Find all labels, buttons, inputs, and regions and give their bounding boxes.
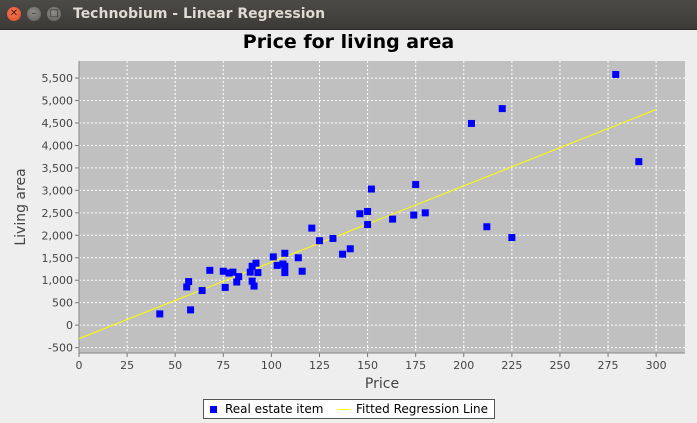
- y-tick-label: 3,000: [42, 184, 74, 197]
- y-tick-label: 1,000: [42, 274, 74, 287]
- y-tick-label: 500: [52, 297, 73, 310]
- legend: Real estate item Fitted Regression Line: [203, 399, 495, 419]
- data-point: [185, 278, 193, 286]
- data-point: [246, 268, 254, 276]
- x-tick-label: 275: [598, 359, 619, 372]
- y-tick-label: 2,500: [42, 207, 74, 220]
- x-tick-label: 100: [261, 359, 282, 372]
- data-point: [219, 267, 227, 275]
- data-point: [364, 221, 372, 229]
- data-point: [183, 283, 191, 291]
- x-tick-label: 175: [405, 359, 426, 372]
- data-point: [498, 105, 506, 113]
- data-point: [187, 306, 195, 314]
- y-tick-label: 4,500: [42, 117, 74, 130]
- data-point: [412, 181, 420, 189]
- y-tick-label: 4,000: [42, 139, 74, 152]
- data-point: [356, 210, 364, 218]
- data-point: [198, 287, 206, 295]
- data-point: [367, 185, 375, 193]
- data-point: [298, 267, 306, 275]
- y-axis-ticks: -500 0 500 1,000 1,500 2,000 2,500 3,000 3,500 4,…: [42, 72, 79, 355]
- data-point: [206, 266, 214, 274]
- y-tick-label: 5,000: [42, 95, 74, 108]
- legend-item-regression-line: Fitted Regression Line: [356, 402, 489, 416]
- data-point: [229, 268, 237, 276]
- x-axis-label: Price: [365, 376, 399, 392]
- data-point: [248, 277, 256, 285]
- x-tick-label: 50: [168, 359, 182, 372]
- window-title: Technobium - Linear Regression: [73, 6, 326, 22]
- data-point: [281, 262, 289, 270]
- data-point: [225, 269, 233, 277]
- axes: [78, 61, 685, 354]
- data-point: [156, 310, 164, 318]
- chart-title: Price for living area: [242, 31, 455, 53]
- y-tick-label: 0: [66, 319, 73, 332]
- data-point: [235, 273, 243, 281]
- grid-lines: [78, 61, 685, 353]
- data-point: [364, 207, 372, 215]
- data-point: [508, 234, 516, 242]
- y-tick-label: 5,500: [42, 72, 74, 85]
- plot-area: [79, 61, 685, 353]
- y-tick-label: -500: [48, 342, 73, 355]
- data-point: [273, 261, 281, 269]
- data-point: [248, 262, 256, 270]
- x-tick-label: 125: [309, 359, 330, 372]
- data-point: [281, 249, 289, 257]
- data-point: [635, 158, 643, 166]
- data-point: [221, 283, 229, 291]
- data-points-series: [156, 70, 643, 318]
- data-point: [233, 278, 241, 286]
- title-bar[interactable]: ✕ – □ Technobium - Linear Regression: [0, 0, 697, 30]
- x-tick-label: 300: [646, 359, 667, 372]
- data-point: [346, 245, 354, 253]
- y-axis-label: Living area: [13, 168, 29, 245]
- data-point: [254, 269, 262, 277]
- data-point: [315, 237, 323, 245]
- legend-marker-square: [210, 406, 217, 413]
- minimize-button[interactable]: –: [27, 7, 41, 21]
- data-point: [252, 259, 260, 267]
- data-point: [467, 119, 475, 127]
- data-point: [294, 254, 302, 262]
- y-tick-label: 2,000: [42, 229, 74, 242]
- x-tick-label: 250: [549, 359, 570, 372]
- x-tick-label: 150: [357, 359, 378, 372]
- data-point: [339, 250, 347, 258]
- close-button[interactable]: ✕: [7, 7, 21, 21]
- x-axis-ticks: 0 25 50 75 100 125 150 175 200 225 250 275 300: [76, 353, 667, 372]
- legend-marker-line: [337, 409, 351, 410]
- data-point: [250, 282, 258, 290]
- data-point: [389, 215, 397, 223]
- data-point: [421, 209, 429, 217]
- maximize-button[interactable]: □: [47, 7, 61, 21]
- legend-item-real-estate: Real estate item: [225, 402, 324, 416]
- data-point: [410, 211, 418, 219]
- data-point: [269, 253, 277, 261]
- x-tick-label: 225: [501, 359, 522, 372]
- x-tick-label: 75: [216, 359, 230, 372]
- x-tick-label: 25: [120, 359, 134, 372]
- data-point: [308, 224, 316, 232]
- data-point: [329, 234, 337, 242]
- data-point: [281, 269, 289, 277]
- x-tick-label: 0: [76, 359, 83, 372]
- y-tick-label: 1,500: [42, 252, 74, 265]
- data-point: [483, 223, 491, 231]
- x-tick-label: 200: [453, 359, 474, 372]
- data-point: [612, 70, 620, 78]
- y-tick-label: 3,500: [42, 162, 74, 175]
